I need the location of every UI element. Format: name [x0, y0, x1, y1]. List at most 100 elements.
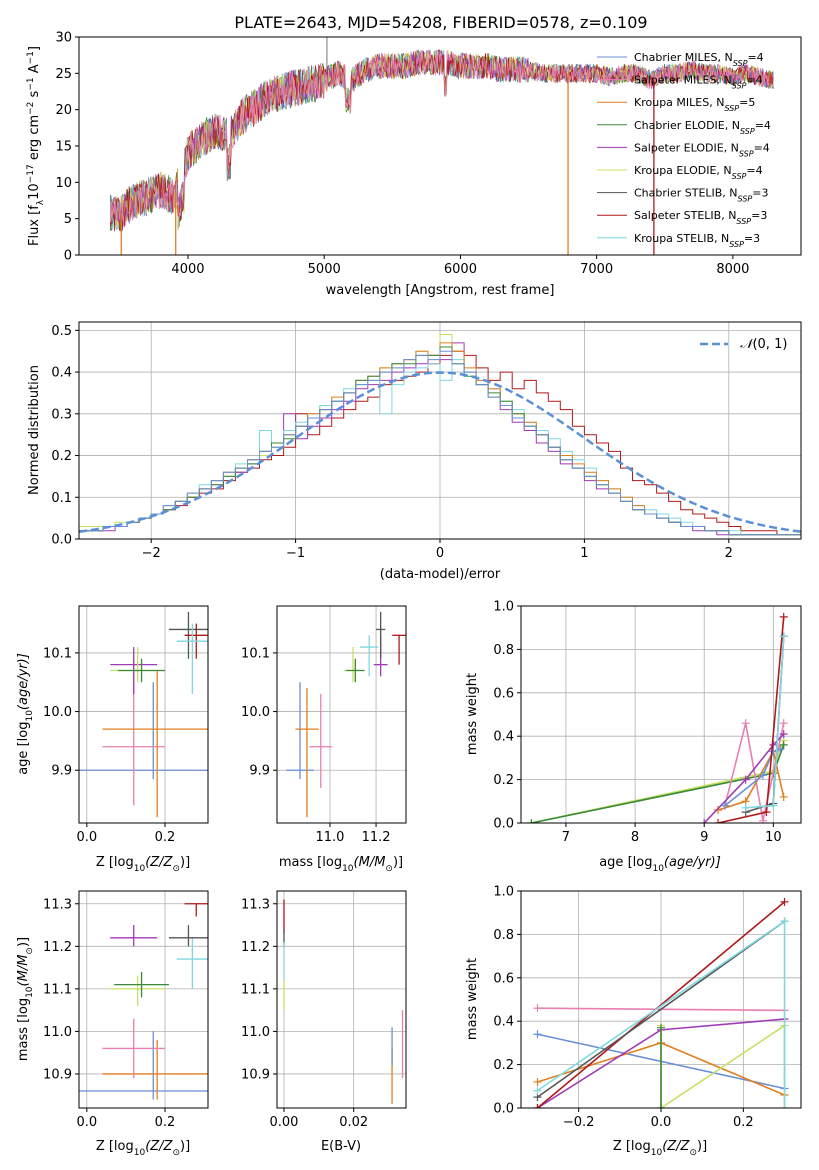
errorbar-point — [118, 658, 165, 683]
mass-vs-z-axes — [79, 891, 208, 1108]
legend-label: Kroupa MILES, NSSP=5 — [634, 96, 755, 113]
y-tick-label: 11.2 — [241, 940, 270, 955]
weight-vs-age-plot-area — [527, 612, 788, 823]
errorbar-point — [346, 658, 365, 683]
x-tick-label: 0.2 — [155, 830, 176, 845]
plus-marker — [779, 632, 788, 641]
mass-vs-z-plot-area — [79, 903, 208, 1100]
y-tick-label: 9.9 — [249, 764, 270, 779]
mass-vs-z-xlabel: Z [log10(Z/Z⊙)] — [96, 1139, 190, 1158]
mass-vs-ebv-axes — [277, 891, 406, 1108]
weight-vs-age-xlabel: age [log10(age/yr)] — [599, 855, 721, 874]
mass-vs-ebv-frame: 0.00 0.02 10.9 11.0 11.1 11.2 11.3 — [241, 890, 407, 1130]
errorbar-point — [286, 682, 314, 780]
plus-marker — [769, 801, 778, 810]
axes-frame — [276, 890, 407, 1109]
x-tick-label: 0.00 — [269, 1115, 298, 1130]
x-tick-label: 2 — [725, 546, 733, 561]
weight-line — [724, 722, 785, 821]
age-vs-z-frame: 0.0 0.2 9.9 10.0 10.1 — [43, 605, 209, 845]
weight-vs-age-ylabel: mass weight — [465, 673, 480, 755]
y-tick-label: 25 — [55, 67, 72, 82]
errorbar-point — [176, 937, 208, 989]
mass-vs-ebv-plot-area — [283, 899, 404, 1104]
x-tick-label: 0 — [436, 546, 444, 561]
plus-marker — [527, 819, 536, 823]
y-tick-label: 10.9 — [43, 1067, 72, 1082]
x-tick-label: −1 — [286, 546, 305, 561]
y-tick-label: 0.2 — [51, 449, 72, 464]
plus-marker — [779, 792, 788, 801]
plus-marker — [779, 612, 788, 621]
plus-marker — [533, 1004, 542, 1013]
plus-marker — [779, 740, 788, 749]
mass-vs-z-frame: 0.0 0.2 10.9 11.0 11.1 11.2 11.3 — [43, 890, 209, 1130]
age-vs-z-axes — [79, 606, 208, 823]
y-tick-label: 1.0 — [493, 600, 514, 615]
y-tick-label: 30 — [55, 31, 72, 46]
x-tick-label: 0.0 — [76, 830, 97, 845]
legend-label: 𝒩(0, 1) — [740, 337, 787, 352]
spectrum-line — [109, 50, 774, 226]
y-tick-label: 11.3 — [241, 897, 270, 912]
y-tick-label: 11.2 — [43, 940, 72, 955]
y-tick-label: 11.0 — [241, 1025, 270, 1040]
age-vs-mass-axes — [277, 606, 406, 823]
errorbar-point — [309, 693, 333, 788]
spectrum-ylabel: Flux [fλ10−17 erg cm−2 s−1 A−1] — [26, 46, 46, 246]
x-tick-label: 0.2 — [155, 1115, 176, 1130]
plus-marker — [780, 917, 789, 926]
y-tick-label: 20 — [55, 103, 72, 118]
errorbar-point — [295, 688, 319, 818]
age-vs-z-ylabel: age [log10(age/yr)] — [16, 653, 35, 775]
weight-vs-z-frame: −0.2 0.0 0.2 0.0 0.2 0.4 0.6 0.8 1.0 — [493, 885, 802, 1130]
x-tick-label: 9 — [700, 830, 708, 845]
legend-label: Salpeter ELODIE, NSSP=4 — [634, 141, 770, 158]
y-tick-label: 5 — [64, 212, 72, 227]
axes-frame — [78, 605, 209, 824]
legend-label: Kroupa STELIB, NSSP=3 — [634, 232, 760, 249]
age-vs-mass-xlabel: mass [log10(M/M⊙)] — [279, 855, 403, 874]
residuals-xlabel: (data-model)/error — [380, 567, 501, 582]
mass-vs-z-ylabel: mass [log10(M/M⊙)] — [16, 937, 35, 1061]
weight-line — [703, 733, 785, 823]
y-tick-label: 10.0 — [43, 705, 72, 720]
errorbar-point — [110, 976, 165, 1006]
y-tick-label: 10.9 — [241, 1067, 270, 1082]
plus-marker — [720, 801, 729, 810]
errorbar-point — [168, 925, 208, 947]
spectrum-frame: 4000 5000 6000 7000 8000 0 5 10 15 20 25 30 — [55, 31, 802, 277]
plus-marker — [741, 803, 750, 812]
y-tick-label: 0.0 — [493, 817, 514, 832]
x-tick-label: 10 — [765, 830, 782, 845]
plus-marker — [533, 1077, 542, 1086]
y-tick-label: 11.1 — [241, 982, 270, 997]
plus-marker — [762, 808, 771, 817]
spectrum-line — [109, 50, 774, 229]
x-tick-label: 4000 — [171, 262, 204, 277]
x-tick-label: 1 — [580, 546, 588, 561]
legend-label: Chabrier STELIB, NSSP=3 — [634, 187, 768, 204]
y-tick-label: 0.2 — [493, 1058, 514, 1073]
legend-label: Chabrier ELODIE, NSSP=4 — [634, 119, 771, 136]
y-tick-label: 10.1 — [43, 646, 72, 661]
plus-marker — [714, 805, 723, 814]
plus-marker — [533, 1086, 542, 1095]
plus-marker — [533, 1030, 542, 1039]
plus-marker — [758, 816, 767, 823]
histogram-step — [79, 359, 801, 539]
legend-label: Chabrier MILES, NSSP=4 — [634, 51, 764, 68]
weight-vs-z-plot-area — [533, 897, 789, 1108]
y-tick-label: 0.0 — [493, 1102, 514, 1117]
y-tick-label: 0.1 — [51, 491, 72, 506]
residuals-frame: −2 −1 0 1 2 0.0 0.1 0.2 0.3 0.4 0.5 — [51, 321, 802, 561]
legend-label: Salpeter STELIB, NSSP=3 — [634, 209, 767, 226]
errorbar-point — [79, 1031, 208, 1100]
axes-frame — [78, 890, 209, 1109]
x-tick-label: 11.2 — [362, 830, 391, 845]
weight-line — [537, 920, 785, 1098]
plus-marker — [780, 897, 789, 906]
x-tick-label: 7000 — [580, 262, 613, 277]
y-tick-label: 9.9 — [51, 764, 72, 779]
